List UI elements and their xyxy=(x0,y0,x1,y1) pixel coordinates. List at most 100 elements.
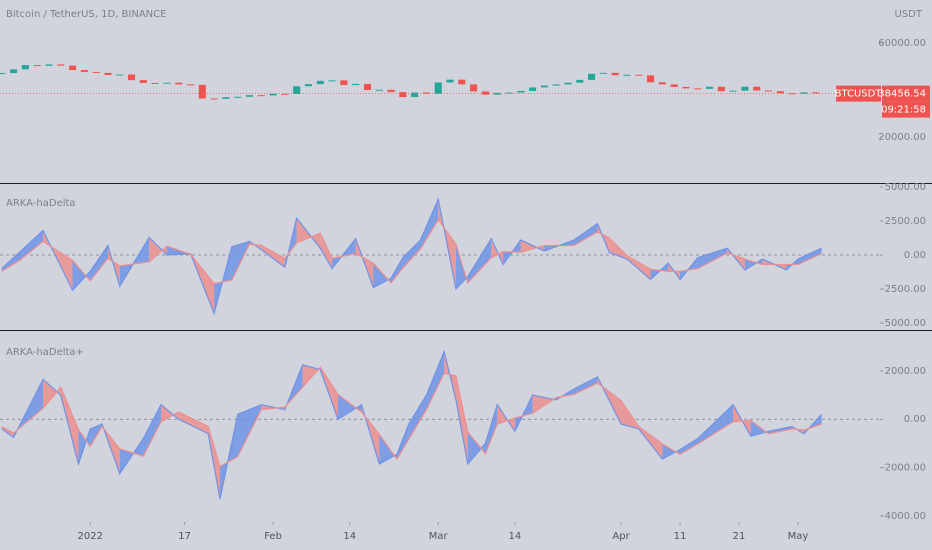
candle xyxy=(635,74,643,76)
series-line xyxy=(1,349,823,500)
band-fill xyxy=(214,246,232,314)
candle xyxy=(434,82,442,94)
band-fill xyxy=(402,240,421,268)
band-fill xyxy=(72,260,91,291)
indicator-title: ARKA-haDelta+ xyxy=(6,347,84,358)
y-tick-label: 2000.00 xyxy=(885,366,926,377)
band-fill xyxy=(798,248,822,265)
candle xyxy=(328,80,336,82)
x-tick-label: 11 xyxy=(674,531,687,542)
band-fill xyxy=(43,379,61,409)
band-fill xyxy=(149,237,167,262)
x-tick-label: May xyxy=(788,531,809,542)
candle xyxy=(175,82,183,85)
x-tick-label: Feb xyxy=(264,531,282,542)
candle xyxy=(10,69,18,74)
candle xyxy=(552,84,560,86)
candle xyxy=(611,72,619,76)
candle xyxy=(57,64,65,66)
candle xyxy=(340,80,348,86)
candle xyxy=(69,65,77,71)
y-tick-label: -2500.00 xyxy=(881,284,926,295)
candle xyxy=(670,84,678,87)
candle xyxy=(375,89,383,91)
candle xyxy=(186,84,195,86)
band-fill xyxy=(697,404,734,445)
price-tag xyxy=(882,85,930,102)
candle xyxy=(470,84,478,92)
candle xyxy=(151,82,159,84)
y-tick-label: 60000.00 xyxy=(878,38,926,49)
candle xyxy=(706,86,714,89)
band-fill xyxy=(744,259,763,270)
band-fill xyxy=(420,199,439,249)
band-fill xyxy=(467,238,492,283)
candle xyxy=(576,79,584,83)
candle xyxy=(529,87,537,91)
x-tick-label: 17 xyxy=(178,531,191,542)
x-tick-label: 2022 xyxy=(78,531,103,542)
chart-title: Bitcoin / TetherUS, 1D, BINANCE xyxy=(6,9,166,20)
candle xyxy=(163,82,171,84)
candle xyxy=(210,98,218,100)
candle xyxy=(446,79,454,83)
candle xyxy=(517,90,525,93)
indicator-title: ARKA-haDelta xyxy=(6,198,76,209)
candle xyxy=(116,74,124,76)
candle xyxy=(717,86,725,92)
currency-label: USDT xyxy=(895,9,923,20)
band-fill xyxy=(680,438,698,455)
band-fill xyxy=(662,444,681,460)
band-fill xyxy=(467,431,486,464)
candle xyxy=(281,93,289,95)
candle xyxy=(588,73,596,80)
band-fill xyxy=(178,411,209,434)
band-fill xyxy=(320,233,333,269)
symbol-label: BTCUSDT xyxy=(835,89,883,100)
candle xyxy=(21,65,29,70)
candle xyxy=(80,70,88,72)
candle xyxy=(387,89,395,93)
band-fill xyxy=(19,230,44,261)
candle xyxy=(269,93,277,96)
x-tick-label: Apr xyxy=(612,531,630,542)
x-tick-label: 21 xyxy=(733,531,746,542)
candle xyxy=(363,83,371,91)
candle xyxy=(458,79,466,85)
candle xyxy=(222,97,230,99)
candle xyxy=(234,96,242,98)
y-tick-label: 2500.00 xyxy=(885,216,926,227)
band-fill xyxy=(426,351,445,410)
last-price-label: 38456.54 xyxy=(878,89,926,100)
candle xyxy=(599,72,607,74)
candle xyxy=(729,90,737,92)
candle xyxy=(45,64,53,66)
y-tick-label: -4000.00 xyxy=(881,511,926,522)
candle xyxy=(776,91,784,94)
band-fill xyxy=(90,245,108,281)
band-fill xyxy=(697,248,728,269)
series-line xyxy=(1,197,822,316)
x-tick-label: 14 xyxy=(343,531,356,542)
candle xyxy=(92,71,100,73)
candle xyxy=(682,86,690,89)
candle xyxy=(753,86,761,91)
band-fill xyxy=(485,404,498,454)
candle xyxy=(422,92,430,94)
band-fill xyxy=(455,375,468,464)
countdown-label: 09:21:58 xyxy=(881,105,926,116)
candle xyxy=(481,91,489,95)
band-fill xyxy=(261,404,285,410)
band-fill xyxy=(573,376,598,395)
candle xyxy=(800,92,808,94)
candle xyxy=(245,95,254,97)
candle xyxy=(564,82,572,85)
y-tick-label: 0.00 xyxy=(904,250,926,261)
band-fill xyxy=(337,394,362,420)
band-fill xyxy=(408,395,427,440)
candle xyxy=(399,92,407,98)
x-tick-label: Mar xyxy=(429,531,449,542)
candle xyxy=(647,75,655,83)
